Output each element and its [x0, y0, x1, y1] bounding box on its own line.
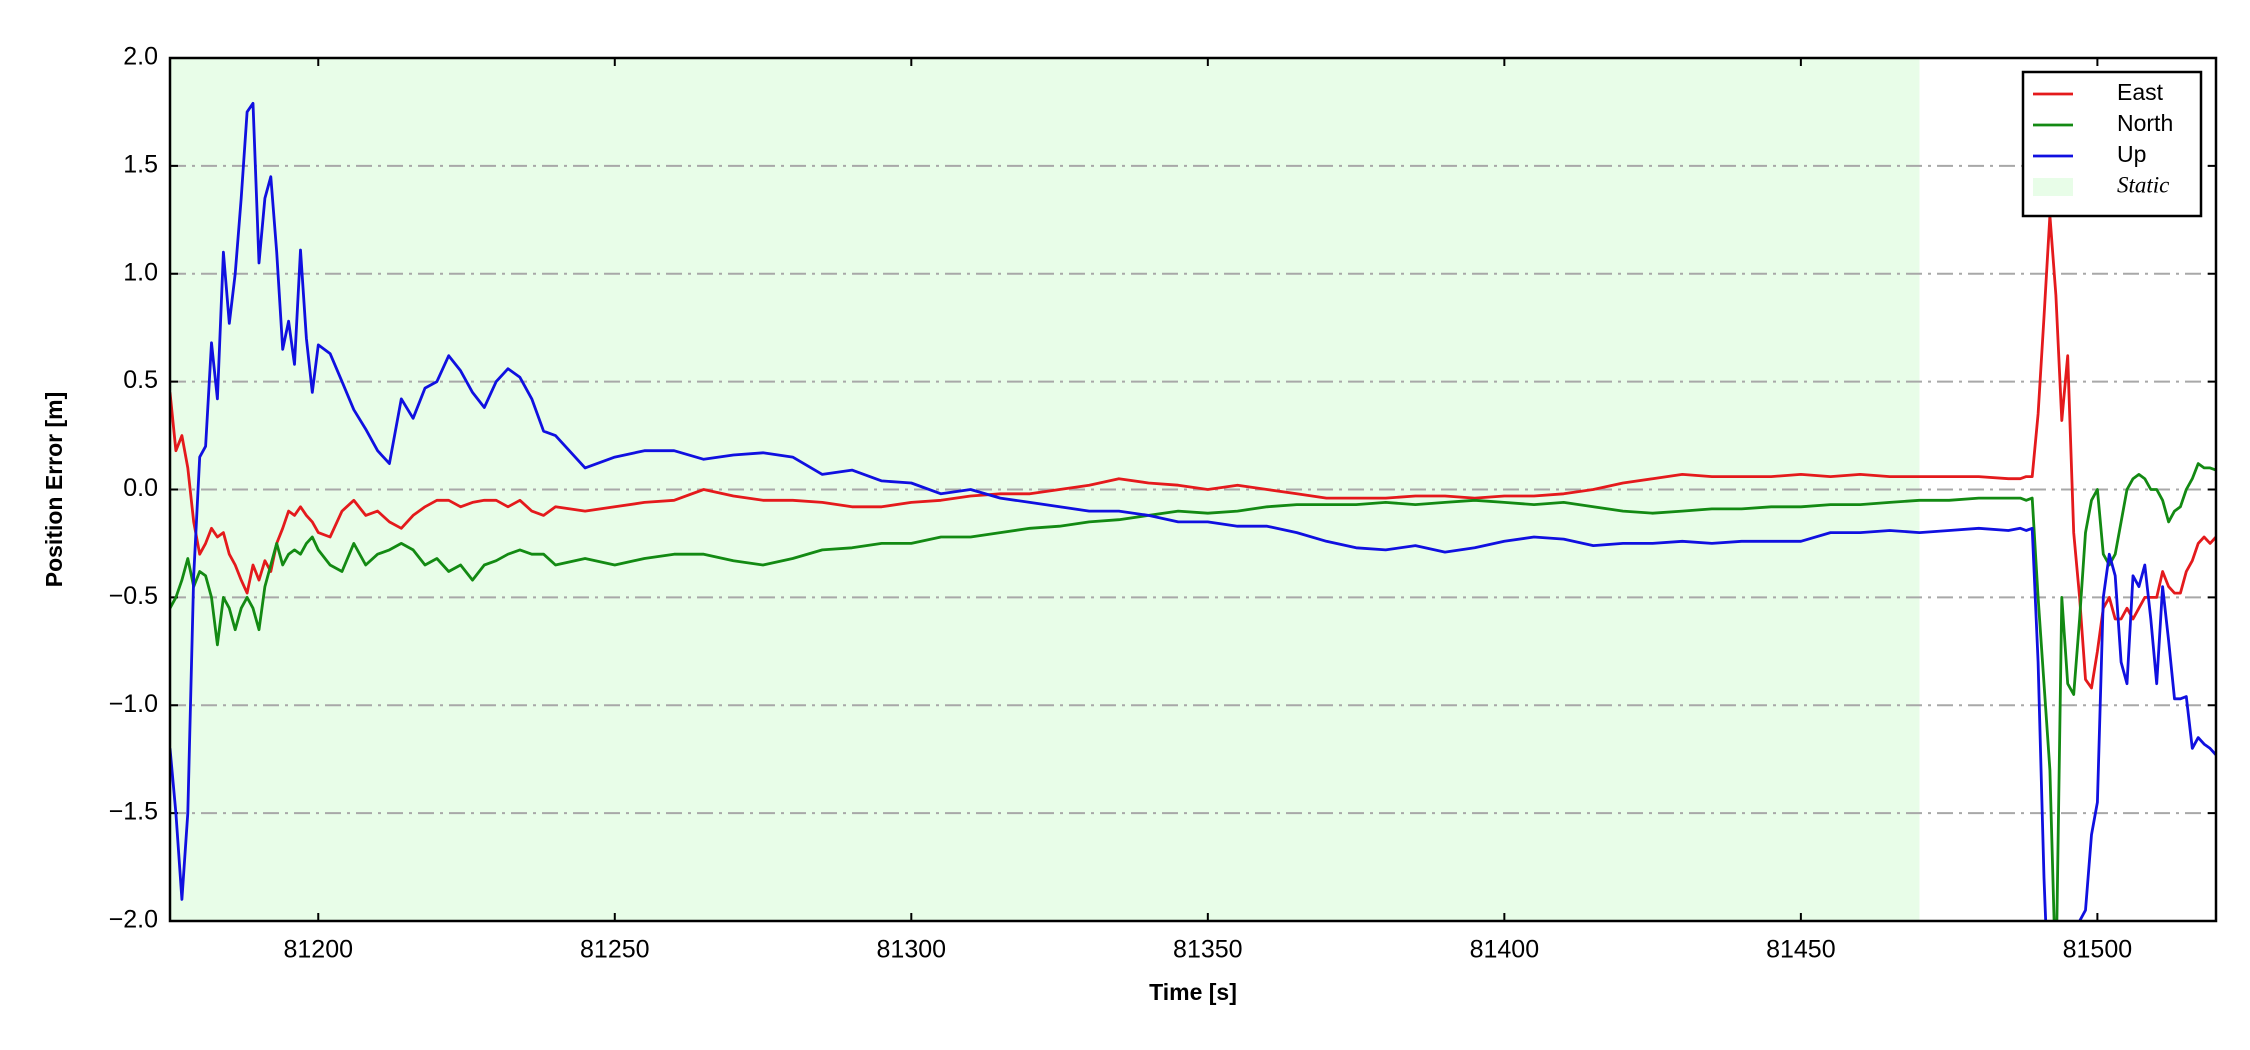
y-tick-label: −1.5 — [109, 798, 158, 826]
legend-label: North — [2117, 110, 2173, 136]
legend-label: Up — [2117, 141, 2146, 167]
y-tick-label: −2.0 — [109, 906, 158, 934]
series-line — [170, 214, 2216, 690]
y-tick-label: 0.5 — [123, 366, 158, 394]
y-tick-label: 1.0 — [123, 258, 158, 286]
x-tick-label: 81200 — [283, 936, 353, 964]
legend-label: East — [2117, 79, 2164, 105]
y-tick-label: −0.5 — [109, 582, 158, 610]
y-tick-label: 2.0 — [123, 43, 158, 71]
x-axis-label: Time [s] — [1149, 979, 1237, 1005]
y-axis-label: Position Error [m] — [41, 392, 67, 588]
plot-frame — [168, 56, 2218, 923]
x-tick-label: 81350 — [1173, 936, 1243, 964]
x-tick-label: 81300 — [877, 936, 947, 964]
y-tick-label: 1.5 — [123, 150, 158, 178]
x-tick-label: 81450 — [1766, 936, 1836, 964]
x-tick-label: 81500 — [2063, 936, 2133, 964]
x-tick-label: 81250 — [580, 936, 650, 964]
y-tick-label: −1.0 — [109, 690, 158, 718]
x-tick-label: 81400 — [1470, 936, 1540, 964]
plot-lines — [170, 101, 2216, 921]
legend-swatch — [2033, 178, 2073, 196]
y-tick-label: 0.0 — [123, 474, 158, 502]
series-line — [170, 101, 2216, 921]
legend-label: Static — [2117, 172, 2169, 197]
series-line — [170, 462, 2216, 921]
